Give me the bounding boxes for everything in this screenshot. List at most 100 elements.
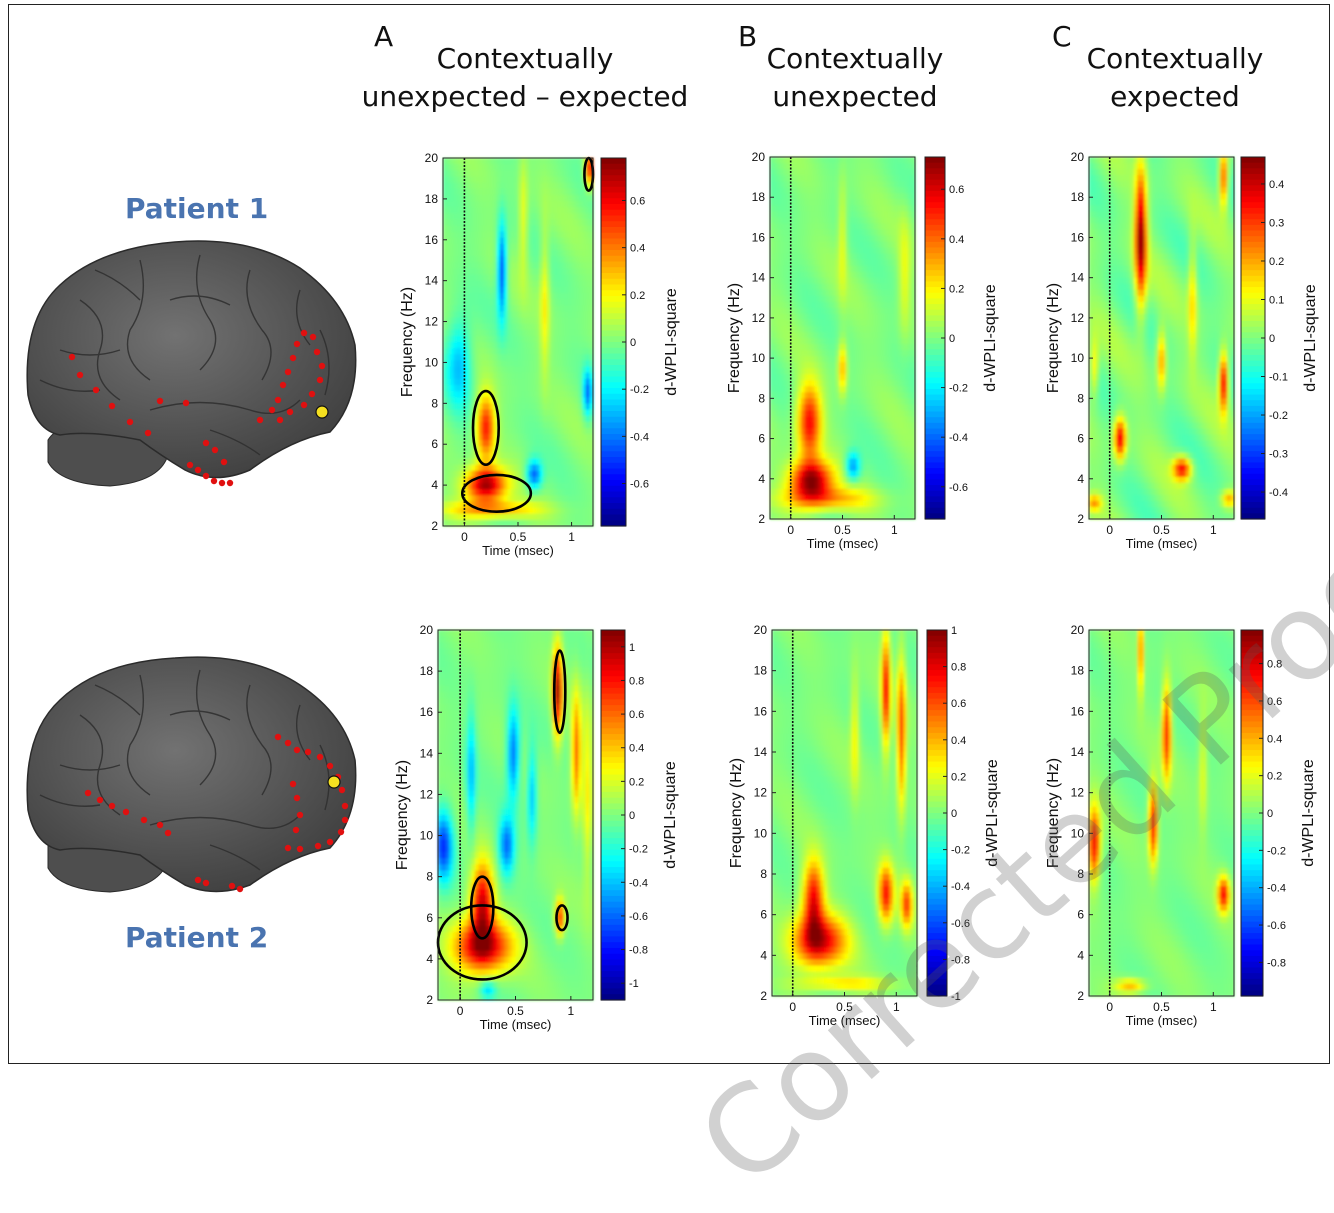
heatmap-cell: [450, 225, 454, 232]
heatmap-cell: [839, 205, 843, 212]
heatmap-cell: [582, 422, 586, 429]
heatmap-cell: [450, 495, 454, 502]
heatmap-cell: [447, 422, 451, 429]
heatmap-cell: [811, 368, 815, 375]
heatmap-cell: [829, 374, 833, 381]
heatmap-cell: [586, 434, 590, 441]
heatmap-cell: [808, 199, 812, 206]
heatmap-cell: [497, 336, 501, 343]
heatmap-cell: [898, 435, 902, 442]
heatmap-cell: [846, 507, 850, 514]
heatmap-cell: [457, 385, 461, 392]
colorbar-segment: [601, 371, 626, 377]
heatmap-cell: [572, 256, 576, 263]
heatmap-cell: [525, 336, 529, 343]
heatmap-cell: [860, 290, 864, 297]
heatmap-cell: [536, 195, 540, 202]
heatmap-cell: [447, 281, 451, 288]
heatmap-cell: [493, 367, 497, 374]
heatmap-cell: [561, 434, 565, 441]
heatmap-cell: [853, 332, 857, 339]
heatmap-cell: [547, 385, 551, 392]
heatmap-cell: [877, 477, 881, 484]
heatmap-cell: [832, 187, 836, 194]
heatmap-cell: [839, 266, 843, 273]
heatmap-cell: [443, 256, 447, 263]
heatmap-cell: [507, 317, 511, 324]
heatmap-cell: [457, 201, 461, 208]
heatmap-cell: [811, 169, 815, 176]
heatmap-cell: [773, 235, 777, 242]
heatmap-cell: [891, 368, 895, 375]
heatmap-cell: [884, 199, 888, 206]
heatmap-cell: [860, 235, 864, 242]
heatmap-cell: [822, 453, 826, 460]
heatmap-cell: [518, 232, 522, 239]
heatmap-cell: [550, 268, 554, 275]
heatmap-cell: [794, 356, 798, 363]
heatmap-cell: [479, 495, 483, 502]
heatmap-cell: [468, 250, 472, 257]
heatmap-cell: [777, 175, 781, 182]
heatmap-cell: [887, 495, 891, 502]
heatmap-cell: [572, 232, 576, 239]
heatmap-cell: [547, 409, 551, 416]
heatmap-cell: [500, 489, 504, 496]
heatmap-cell: [822, 507, 826, 514]
heatmap-cell: [450, 207, 454, 214]
heatmap-cell: [550, 238, 554, 245]
heatmap-cell: [863, 362, 867, 369]
heatmap-cell: [468, 262, 472, 269]
heatmap-cell: [579, 170, 583, 177]
heatmap-cell: [849, 320, 853, 327]
heatmap-cell: [536, 373, 540, 380]
heatmap-cell: [856, 314, 860, 321]
heatmap-cell: [482, 299, 486, 306]
heatmap-cell: [507, 477, 511, 484]
heatmap-cell: [514, 434, 518, 441]
heatmap-cell: [798, 260, 802, 267]
heatmap-cell: [884, 278, 888, 285]
heatmap-cell: [880, 465, 884, 472]
heatmap-cell: [815, 507, 819, 514]
heatmap-cell: [511, 422, 515, 429]
heatmap-cell: [818, 453, 822, 460]
heatmap-cell: [822, 435, 826, 442]
heatmap-cell: [870, 368, 874, 375]
heatmap-cell: [586, 305, 590, 312]
colorbar-segment: [601, 377, 626, 383]
heatmap-cell: [500, 495, 504, 502]
colorbar-segment: [601, 158, 626, 164]
heatmap-cell: [500, 397, 504, 404]
heatmap-cell: [829, 398, 833, 405]
heatmap-cell: [575, 207, 579, 214]
heatmap-cell: [539, 391, 543, 398]
heatmap-cell: [572, 422, 576, 429]
heatmap-cell: [880, 181, 884, 188]
heatmap-cell: [829, 175, 833, 182]
heatmap-cell: [836, 290, 840, 297]
heatmap-cell: [514, 465, 518, 472]
heatmap-cell: [539, 262, 543, 269]
heatmap-cell: [504, 317, 508, 324]
heatmap-cell: [525, 311, 529, 318]
heatmap-cell: [554, 391, 558, 398]
heatmap-cell: [874, 386, 878, 393]
heatmap-cell: [843, 374, 847, 381]
heatmap-cell: [447, 256, 451, 263]
heatmap-cell: [493, 213, 497, 220]
electrode-dot: [327, 763, 333, 769]
heatmap-cell: [468, 434, 472, 441]
heatmap-cell: [794, 344, 798, 351]
heatmap-cell: [529, 305, 533, 312]
heatmap-cell: [529, 354, 533, 361]
heatmap-cell: [493, 514, 497, 521]
heatmap-cell: [811, 501, 815, 508]
heatmap-cell: [867, 272, 871, 279]
heatmap-cell: [550, 379, 554, 386]
heatmap-cell: [522, 164, 526, 171]
heatmap-cell: [839, 187, 843, 194]
heatmap-cell: [582, 311, 586, 318]
heatmap-cell: [514, 170, 518, 177]
heatmap-cell: [504, 305, 508, 312]
